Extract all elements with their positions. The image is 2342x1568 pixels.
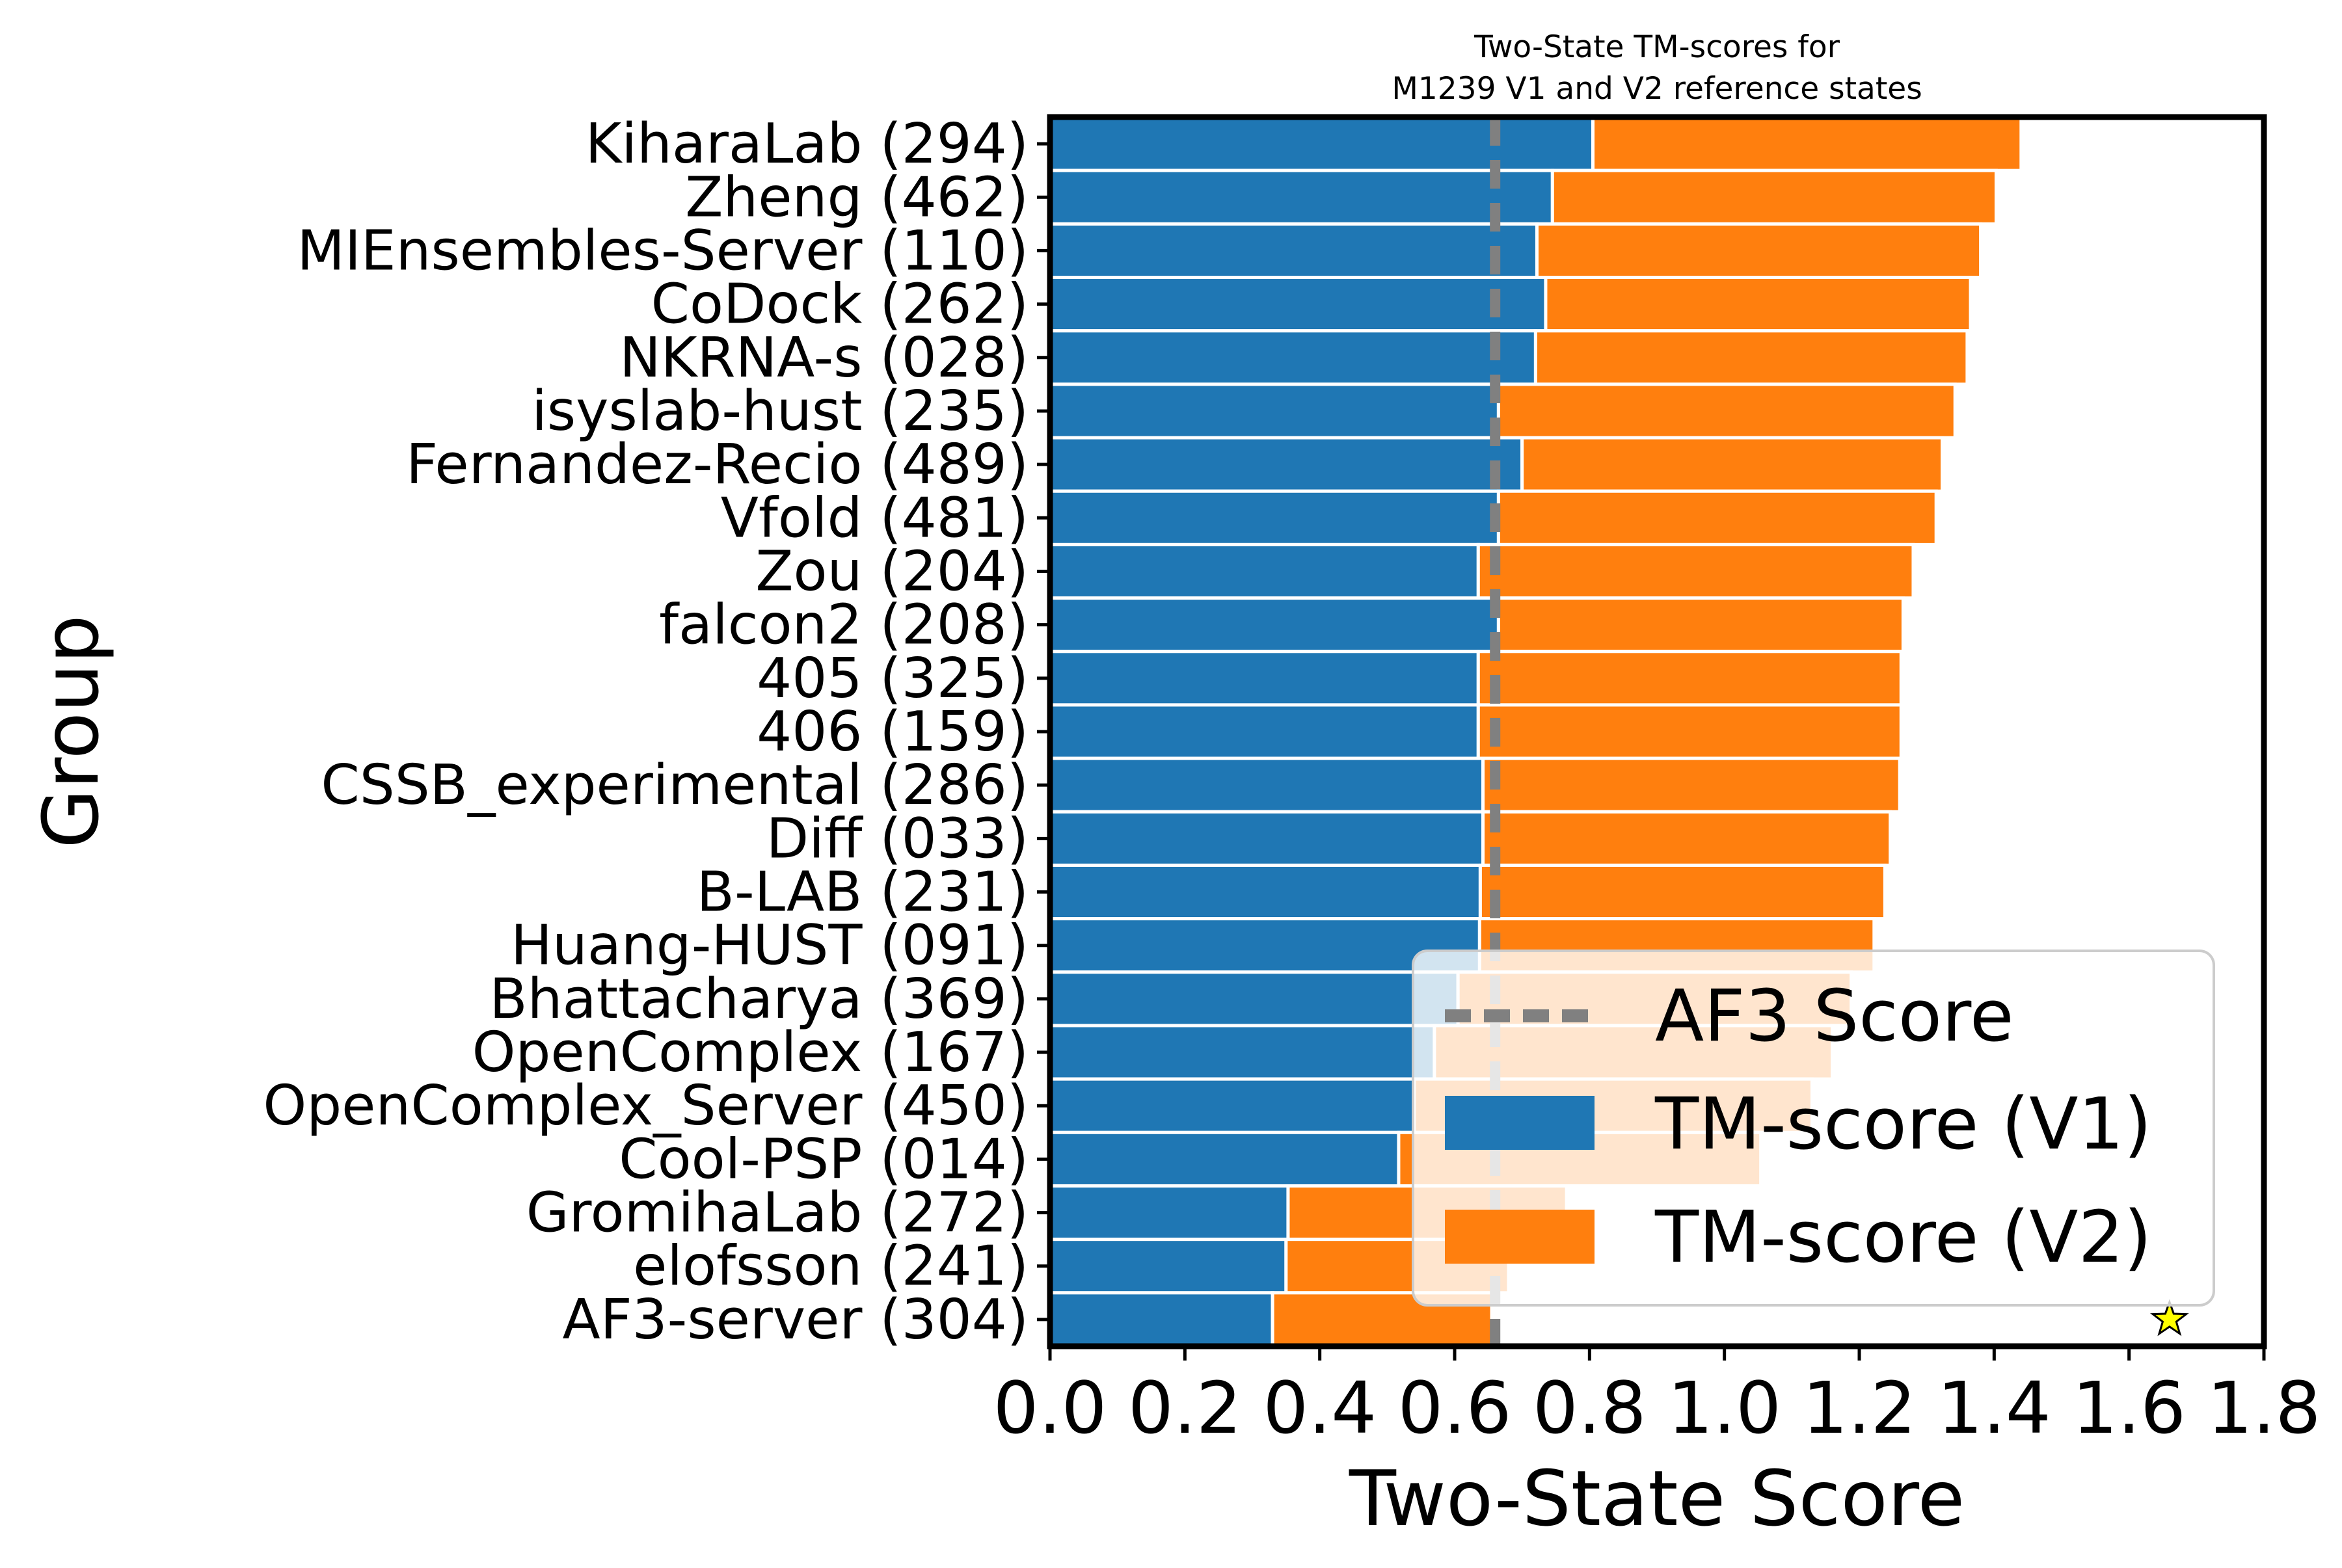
bar-tm-score-v1-codock-262 [1048,276,1548,333]
bar-tm-score-v2-falcon2-208 [1496,596,1905,654]
y-tick-label-miensembles-server-110: MIEnsembles-Server (110) [297,219,1029,283]
y-tick-label-bhattacharya-369: Bhattacharya (369) [489,967,1029,1031]
bar-tm-score-v1-opencomplex-server-450 [1048,1077,1416,1134]
y-tick-label-kiharalab-294: KiharaLab (294) [586,112,1029,176]
x-tick-label: 1.8 [2207,1366,2321,1450]
y-tick-label-vfold-481: Vfold (481) [721,486,1029,550]
y-axis-label: Group [26,615,116,848]
x-tick-label: 0.4 [1263,1366,1377,1450]
chart-title-line-1: Two-State TM-scores for [1474,29,1840,65]
y-tick-label-405-325: 405 (325) [757,646,1029,711]
bar-tm-score-v2-miensembles-server-110 [1535,222,1983,280]
bar-tm-score-v1-b-lab-231 [1048,863,1482,921]
y-tick-label-diff-033: Diff (033) [766,806,1029,871]
bar-tm-score-v1-fernandez-recio-489 [1048,436,1524,493]
x-tick-label: 1.0 [1667,1366,1781,1450]
bars-layer [1048,115,2023,1348]
legend-label-tm-score-v2: TM-score (V2) [1654,1195,2151,1279]
x-tick-label: 0.6 [1398,1366,1512,1450]
bar-tm-score-v2-kiharalab-294 [1591,115,2023,172]
x-ticks: 0.0 0.2 0.4 0.6 0.8 1.0 1.2 1.4 1.6 1.8 [993,1346,2321,1450]
legend-swatch-tm-score-v1 [1445,1096,1595,1150]
bar-tm-score-v1-vfold-481 [1048,489,1500,546]
bar-tm-score-v2-zou-204 [1476,542,1915,600]
bar-tm-score-v1-isyslab-hust-235 [1048,382,1500,440]
bar-tm-score-v2-nkrna-s-028 [1533,329,1969,386]
x-tick-label: 1.4 [1937,1366,2051,1450]
bar-tm-score-v1-406-159 [1048,703,1480,760]
x-tick-label: 1.2 [1803,1366,1917,1450]
bar-tm-score-v1-zou-204 [1048,542,1480,600]
star-marker [2149,1299,2189,1336]
bar-tm-score-v1-bhattacharya-369 [1048,970,1460,1028]
y-tick-label-gromihalab-272: GromihaLab (272) [526,1181,1029,1245]
legend-box [1412,950,2215,1307]
y-tick-label-406-159: 406 (159) [757,700,1029,764]
bar-tm-score-v1-opencomplex-167 [1048,1024,1436,1081]
y-tick-label-zheng-462: Zheng (462) [685,165,1029,230]
bar-tm-score-v2-diff-033 [1481,810,1892,867]
bar-tm-score-v1-af3-server-304 [1048,1291,1274,1348]
bar-tm-score-v1-zheng-462 [1048,168,1554,226]
bar-tm-score-v2-isyslab-hust-235 [1496,382,1957,440]
x-tick-label: 1.6 [2072,1366,2186,1450]
y-tick-label-elofsson-241: elofsson (241) [633,1234,1029,1299]
legend: AF3 Score TM-score (V1) TM-score (V2) [1412,950,2215,1307]
legend-swatch-tm-score-v2 [1445,1210,1595,1264]
x-tick-label: 0.0 [993,1366,1107,1450]
legend-label-af3-score: AF3 Score [1655,974,2014,1057]
y-tick-label-nkrna-s-028: NKRNA-s (028) [619,326,1029,390]
bar-tm-score-v1-cssb-experimental-286 [1048,756,1485,814]
y-tick-label-cool-psp-014: Cool-PSP (014) [619,1127,1029,1191]
y-tick-label-opencomplex-167: OpenComplex (167) [472,1020,1029,1085]
bar-tm-score-v2-codock-262 [1544,276,1972,333]
bar-tm-score-v1-kiharalab-294 [1048,115,1595,172]
y-tick-label-huang-hust-091: Huang-HUST (091) [511,914,1029,978]
y-tick-label-isyslab-hust-235: isyslab-hust (235) [532,379,1029,444]
y-tick-label-codock-262: CoDock (262) [651,272,1029,337]
bar-tm-score-v1-elofsson-241 [1048,1238,1288,1295]
bar-tm-score-v1-falcon2-208 [1048,596,1500,654]
chart-title-line-2: M1239 V1 and V2 reference states [1392,71,1922,107]
bar-tm-score-v2-406-159 [1476,703,1903,760]
bar-tm-score-v1-cool-psp-014 [1048,1130,1401,1188]
bar-tm-score-v2-zheng-462 [1550,168,1998,226]
y-tick-label-cssb-experimental-286: CSSB_experimental (286) [321,753,1029,817]
bar-tm-score-v1-gromihalab-272 [1048,1184,1290,1242]
bar-tm-score-v1-miensembles-server-110 [1048,222,1539,280]
x-tick-label: 0.8 [1533,1366,1647,1450]
y-tick-label-fernandez-recio-489: Fernandez-Recio (489) [406,432,1029,497]
bar-tm-score-v2-405-325 [1476,650,1903,707]
x-tick-label: 0.2 [1128,1366,1242,1450]
bar-tm-score-v2-fernandez-recio-489 [1520,436,1945,493]
bar-tm-score-v2-b-lab-231 [1478,863,1887,921]
y-tick-labels: KiharaLab (294)Zheng (462)MIEnsembles-Se… [263,112,1050,1352]
legend-label-tm-score-v1: TM-score (V1) [1654,1082,2151,1165]
y-tick-label-opencomplex-server-450: OpenComplex_Server (450) [263,1074,1029,1138]
y-tick-label-af3-server-304: AF3-server (304) [563,1288,1029,1352]
bar-tm-score-v2-cssb-experimental-286 [1481,756,1902,814]
y-tick-label-falcon2-208: falcon2 (208) [659,593,1029,658]
y-tick-label-zou-204: Zou (204) [755,539,1029,604]
bar-tm-score-v2-vfold-481 [1496,489,1938,546]
bar-tm-score-v1-huang-hust-091 [1048,917,1481,974]
marker-layer [2149,1299,2189,1336]
x-axis-label: Two-State Score [1349,1454,1965,1543]
bar-tm-score-v1-diff-033 [1048,810,1485,867]
bar-tm-score-v1-nkrna-s-028 [1048,329,1537,386]
y-tick-label-b-lab-231: B-LAB (231) [697,860,1029,925]
bar-tm-score-v1-405-325 [1048,650,1480,707]
